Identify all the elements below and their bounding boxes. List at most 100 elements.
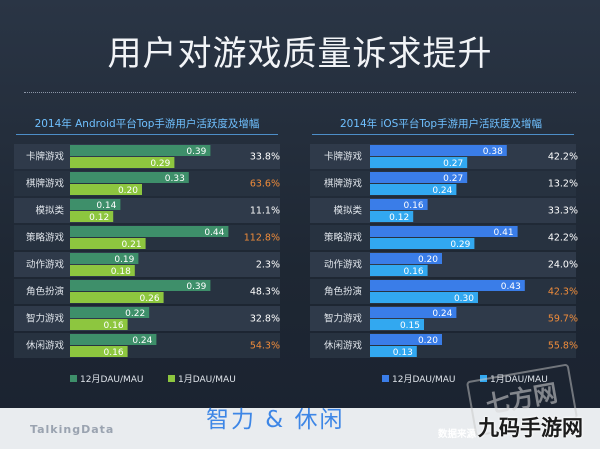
ios-bar-dec (370, 253, 442, 264)
android-growth-label: 112.8% (244, 233, 280, 244)
ios-value-label-jan: 0.27 (443, 159, 463, 169)
android-growth-label: 33.8% (250, 152, 280, 163)
android-growth-label: 63.6% (250, 179, 280, 190)
android-title-underline (16, 134, 278, 135)
ios-bar-jan (370, 265, 428, 276)
android-value-label-dec: 0.24 (132, 336, 152, 346)
ios-value-label-jan: 0.13 (393, 348, 413, 358)
ios-legend-swatch-dec (382, 375, 389, 382)
android-category-label: 棋牌游戏 (26, 178, 65, 190)
watermark-text: 九码手游网 (478, 416, 583, 440)
android-bar-dec (70, 172, 189, 183)
android-bar-dec (70, 199, 121, 210)
ios-legend-swatch-jan (480, 375, 487, 382)
ios-category-label: 智力游戏 (324, 313, 363, 325)
android-value-label-jan: 0.18 (111, 267, 131, 277)
page-title: 用户对游戏质量诉求提升 (107, 34, 493, 74)
ios-title-underline (312, 134, 574, 135)
android-value-label-dec: 0.33 (165, 174, 185, 184)
android-bar-dec (70, 280, 211, 291)
ios-bar-dec (370, 280, 525, 291)
android-category-label: 卡牌游戏 (26, 151, 65, 163)
ios-growth-label: 42.3% (548, 287, 578, 298)
android-value-label-dec: 0.44 (204, 228, 224, 238)
ios-category-label: 棋牌游戏 (324, 178, 363, 190)
android-category-label: 动作游戏 (26, 259, 65, 271)
ios-row-bg (310, 333, 576, 358)
ios-category-label: 模拟类 (333, 205, 362, 217)
ios-category-label: 角色扮演 (324, 286, 362, 298)
ios-value-label-jan: 0.29 (450, 240, 470, 250)
android-growth-label: 32.8% (250, 314, 280, 325)
android-growth-label: 2.3% (256, 260, 280, 271)
android-growth-label: 48.3% (250, 287, 280, 298)
ios-growth-label: 59.7% (548, 314, 578, 325)
ios-bar-jan (370, 319, 424, 330)
ios-chart-title: 2014年 iOS平台Top手游用户活跃度及增幅 (339, 118, 543, 130)
ios-category-label: 策略游戏 (324, 232, 363, 244)
android-value-label-dec: 0.22 (125, 309, 145, 319)
android-bar-dec (70, 253, 139, 264)
android-bar-jan (70, 184, 142, 195)
ios-value-label-dec: 0.41 (494, 228, 514, 238)
android-legend-label-dec: 12月DAU/MAU (80, 374, 144, 385)
source-text: 数据来源 (438, 429, 477, 440)
android-bar-jan (70, 265, 135, 276)
android-row-bg (14, 198, 280, 223)
ios-growth-label: 13.2% (548, 179, 578, 190)
ios-value-label-dec: 0.20 (418, 336, 438, 346)
android-value-label-dec: 0.39 (186, 147, 206, 157)
ios-bar-dec (370, 334, 442, 345)
ios-value-label-jan: 0.12 (389, 213, 409, 223)
android-value-label-jan: 0.16 (104, 348, 124, 358)
android-legend-swatch-dec (70, 375, 77, 382)
ios-bar-jan (370, 157, 468, 168)
ios-value-label-dec: 0.20 (418, 255, 438, 265)
ios-category-label: 卡牌游戏 (324, 151, 363, 163)
android-category-label: 策略游戏 (26, 232, 65, 244)
android-category-label: 角色扮演 (26, 286, 64, 298)
ios-value-label-dec: 0.24 (432, 309, 452, 319)
ios-bar-dec (370, 145, 507, 156)
footer-logo: TalkingData (30, 423, 115, 436)
ios-value-label-dec: 0.16 (404, 201, 424, 211)
android-bar-jan (70, 238, 146, 249)
android-value-label-dec: 0.39 (186, 282, 206, 292)
android-growth-label: 54.3% (250, 341, 280, 352)
android-bar-jan (70, 211, 114, 222)
ios-legend-label-dec: 12月DAU/MAU (392, 374, 456, 385)
android-chart: 卡牌游戏 0.39 0.29 33.8% 棋牌游戏 0.33 0.20 63.6% 模拟类 0.1… (14, 144, 280, 385)
android-value-label-jan: 0.21 (122, 240, 142, 250)
android-bar-dec (70, 226, 229, 237)
android-row-bg (14, 252, 280, 277)
ios-category-label: 动作游戏 (324, 259, 363, 271)
ios-bar-jan (370, 238, 475, 249)
android-category-label: 模拟类 (35, 205, 64, 217)
ios-value-label-dec: 0.27 (443, 174, 463, 184)
android-chart-title: 2014年 Android平台Top手游用户活跃度及增幅 (34, 118, 260, 130)
android-value-label-jan: 0.26 (140, 294, 160, 304)
android-value-label-dec: 0.19 (114, 255, 134, 265)
ios-growth-label: 55.8% (548, 341, 578, 352)
ios-legend-label-jan: 1月DAU/MAU (490, 374, 548, 385)
android-value-label-jan: 0.29 (150, 159, 170, 169)
ios-bar-jan (370, 346, 417, 357)
android-value-label-jan: 0.12 (89, 213, 109, 223)
ios-value-label-jan: 0.24 (432, 186, 452, 196)
android-bar-jan (70, 157, 175, 168)
ios-value-label-jan: 0.30 (454, 294, 474, 304)
android-legend-swatch-jan (168, 375, 175, 382)
ios-bar-dec (370, 172, 468, 183)
android-bar-dec (70, 145, 211, 156)
android-bar-jan (70, 319, 128, 330)
android-bar-jan (70, 346, 128, 357)
android-bar-dec (70, 334, 157, 345)
ios-value-label-dec: 0.38 (483, 147, 503, 157)
android-value-label-jan: 0.20 (118, 186, 138, 196)
ios-value-label-jan: 0.16 (404, 267, 424, 277)
bottom-strip (0, 408, 600, 449)
ios-growth-label: 33.3% (548, 206, 578, 217)
ios-bar-dec (370, 226, 518, 237)
